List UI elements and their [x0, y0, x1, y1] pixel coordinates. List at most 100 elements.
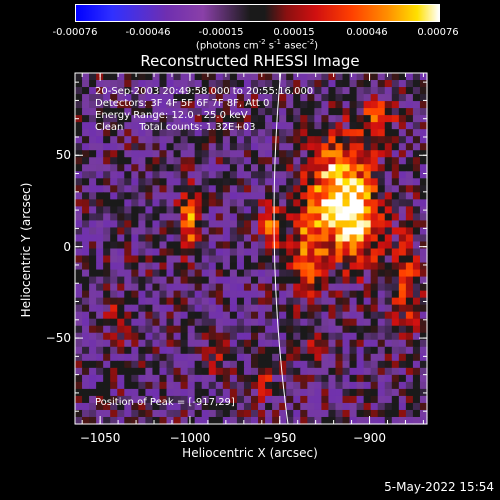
heatmap-cell [187, 262, 196, 271]
heatmap-cell [180, 129, 189, 137]
heatmap-cell [124, 227, 132, 236]
heatmap-cell [356, 213, 365, 222]
heatmap-cell [103, 360, 111, 369]
heatmap-cell [272, 80, 280, 88]
heatmap-cell [208, 178, 217, 186]
heatmap-cell [236, 164, 245, 172]
heatmap-cell [229, 129, 238, 137]
heatmap-cell [328, 283, 337, 292]
heatmap-cell [236, 213, 245, 222]
heatmap-cell [75, 213, 83, 222]
heatmap-cell [222, 220, 231, 229]
heatmap-cell [412, 325, 421, 334]
heatmap-cell [384, 388, 393, 397]
heatmap-cell [215, 332, 224, 341]
heatmap-cell [356, 290, 365, 299]
heatmap-cell [243, 367, 252, 376]
heatmap-cell [314, 248, 322, 257]
heatmap-cell [258, 234, 266, 243]
heatmap-cell [173, 220, 182, 229]
heatmap-cell [201, 157, 210, 165]
heatmap-cell [194, 185, 203, 193]
heatmap-cell [110, 360, 118, 369]
heatmap-cell [293, 297, 301, 306]
heatmap-cell [243, 248, 252, 257]
heatmap-cell [384, 220, 393, 229]
heatmap-cell [96, 115, 104, 123]
heatmap-cell [222, 416, 231, 425]
heatmap-cell [75, 185, 83, 193]
heatmap-cell [82, 122, 90, 130]
heatmap-cell [75, 262, 83, 271]
heatmap-cell [229, 73, 238, 81]
heatmap-cell [272, 206, 280, 214]
heatmap-cell [314, 402, 322, 411]
heatmap-cell [398, 297, 407, 306]
heatmap-cell [272, 171, 280, 179]
heatmap-cell [335, 136, 344, 144]
heatmap-cell [117, 381, 125, 390]
heatmap-cell [159, 136, 168, 144]
heatmap-cell [349, 94, 358, 102]
heatmap-cell [124, 283, 132, 292]
heatmap-cell [377, 416, 386, 425]
heatmap-cell [173, 353, 182, 362]
heatmap-cell [89, 290, 97, 299]
y-tick-label: 50 [55, 148, 71, 163]
heatmap-cell [384, 395, 393, 404]
heatmap-cell [166, 171, 175, 179]
heatmap-cell [103, 129, 111, 137]
heatmap-cell [131, 108, 139, 116]
heatmap-cell [384, 213, 393, 222]
heatmap-cell [342, 234, 351, 243]
heatmap-cell [96, 164, 104, 172]
heatmap-cell [307, 409, 315, 418]
heatmap-cell [243, 122, 252, 130]
heatmap-cell [243, 178, 252, 186]
heatmap-cell [89, 276, 97, 285]
heatmap-cell [89, 283, 97, 292]
heatmap-cell [243, 360, 252, 369]
heatmap-cell [398, 129, 407, 137]
heatmap-cell [412, 332, 421, 341]
heatmap-cell [356, 206, 365, 214]
heatmap-cell [286, 402, 294, 411]
heatmap-cell [138, 241, 146, 250]
heatmap-cell [243, 402, 252, 411]
heatmap-cell [377, 409, 386, 418]
heatmap-cell [215, 290, 224, 299]
heatmap-cell [321, 122, 330, 130]
heatmap-cell [314, 374, 322, 383]
heatmap-cell [265, 325, 273, 334]
heatmap-cell [117, 171, 125, 179]
heatmap-cell [152, 276, 161, 285]
heatmap-cell [194, 311, 203, 320]
heatmap-cell [349, 311, 358, 320]
heatmap-cell [349, 213, 358, 222]
heatmap-cell [152, 283, 161, 292]
heatmap-cell [201, 199, 210, 207]
heatmap-cell [89, 381, 97, 390]
heatmap-cell [377, 136, 386, 144]
heatmap-cell [96, 318, 104, 327]
heatmap-cell [82, 192, 90, 200]
heatmap-cell [349, 157, 358, 165]
heatmap-cell [412, 367, 421, 376]
heatmap-cell [398, 367, 407, 376]
heatmap-cell [412, 381, 421, 390]
heatmap-cell [258, 129, 266, 137]
heatmap-cell [145, 192, 154, 200]
heatmap-cell [103, 94, 111, 102]
heatmap-cell [258, 325, 266, 334]
heatmap-cell [328, 73, 337, 81]
heatmap-cell [194, 276, 203, 285]
heatmap-cell [208, 269, 217, 278]
heatmap-cell [180, 248, 189, 257]
heatmap-cell [356, 353, 365, 362]
heatmap-cell [286, 164, 294, 172]
heatmap-cell [75, 157, 83, 165]
heatmap-cell [314, 395, 322, 404]
heatmap-cell [377, 122, 386, 130]
heatmap-cell [314, 220, 322, 229]
heatmap-cell [180, 241, 189, 250]
